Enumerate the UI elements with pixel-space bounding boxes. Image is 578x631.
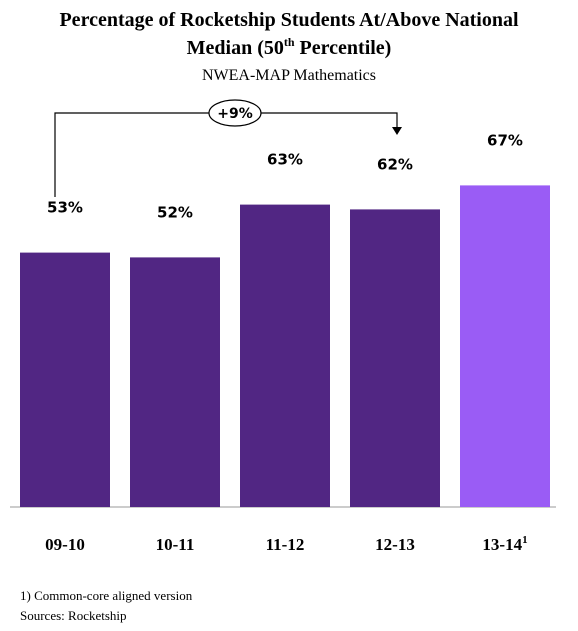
bar — [130, 257, 220, 507]
x-tick-label: 11-12 — [266, 535, 305, 554]
footnote: Sources: Rocketship — [20, 608, 127, 623]
x-tick-label: 12-13 — [375, 535, 415, 554]
category: 11-12 — [266, 535, 305, 554]
title-part: Median (50 — [187, 37, 284, 59]
category: 10-11 — [156, 535, 195, 554]
value-label: 63% — [267, 151, 303, 169]
chart-subtitle: NWEA-MAP Mathematics — [202, 67, 376, 84]
bar — [460, 185, 550, 507]
value-label: 67% — [487, 131, 523, 149]
bar — [20, 252, 110, 507]
value-label: 53% — [47, 199, 83, 217]
chart-title: Median (50th Percentile) — [187, 35, 392, 59]
title-part: Percentile) — [295, 37, 392, 59]
category: 13-14 — [482, 535, 522, 554]
value-label: 52% — [157, 203, 193, 221]
chart-title: Percentage of Rocketship Students At/Abo… — [59, 9, 519, 31]
category-superscript: 1 — [522, 534, 528, 546]
category: 12-13 — [375, 535, 415, 554]
annotation-oval — [208, 99, 262, 127]
footnote: 1) Common-core aligned version — [20, 588, 193, 603]
annotation: +9% — [217, 106, 253, 122]
arrow-head — [392, 127, 402, 135]
x-tick-label: 09-10 — [45, 535, 85, 554]
category: 09-10 — [45, 535, 85, 554]
x-tick-label: 13-141 — [482, 534, 527, 554]
bar — [350, 209, 440, 507]
title-superscript: th — [284, 35, 295, 49]
value-label: 62% — [377, 155, 413, 173]
bar — [240, 204, 330, 507]
x-tick-label: 10-11 — [156, 535, 195, 554]
